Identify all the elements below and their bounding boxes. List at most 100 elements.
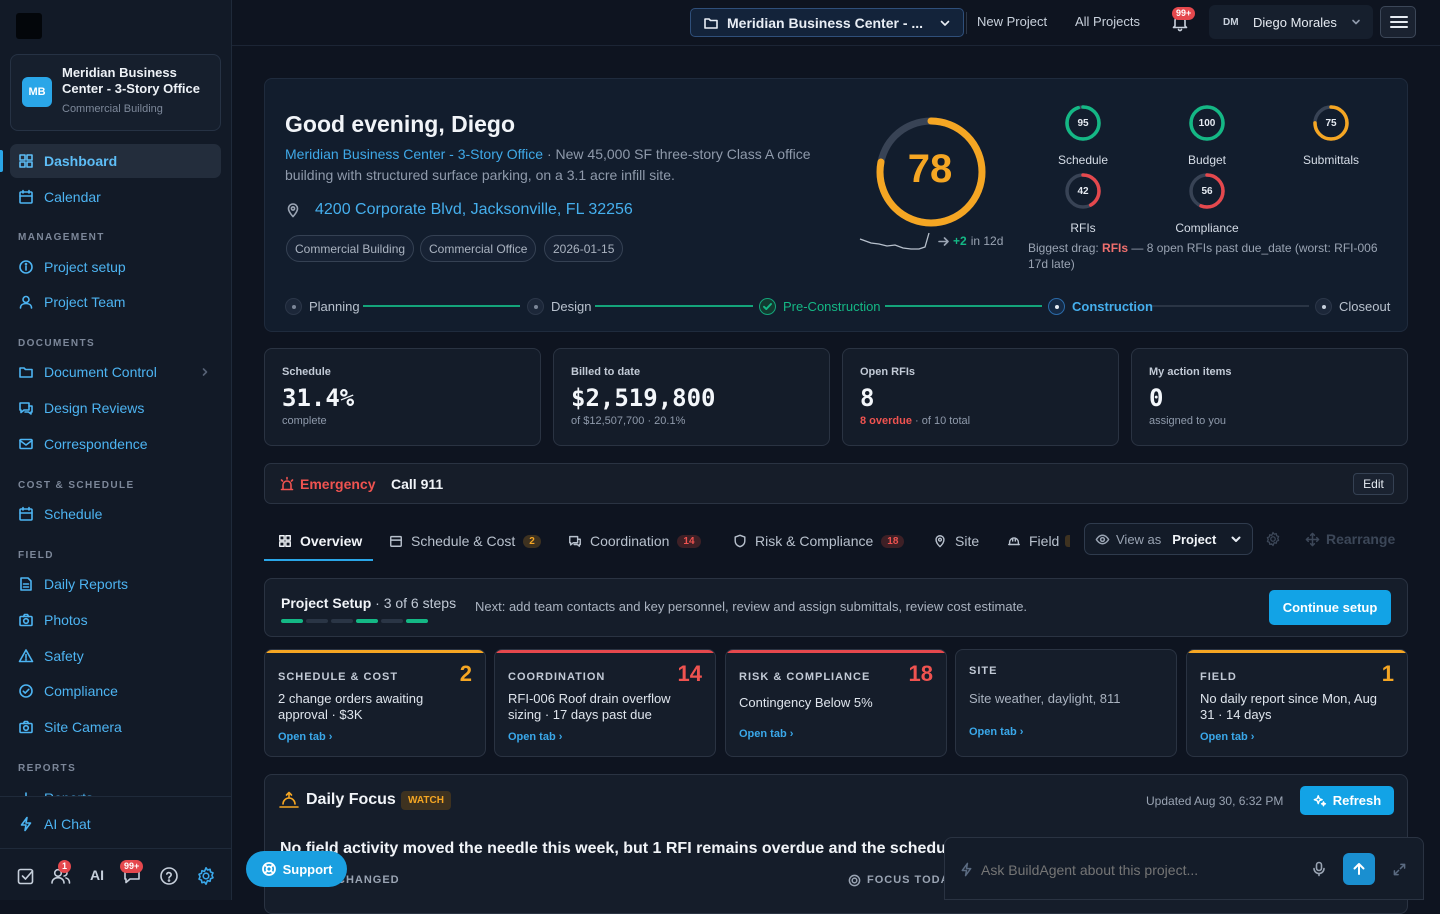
sidebar-item-document-control[interactable]: Document Control: [10, 355, 221, 389]
focus-today-heading: FOCUS TODAY: [867, 874, 957, 886]
ai-button[interactable]: AI: [90, 867, 104, 883]
card-text: No daily report since Mon, Aug 31 · 14 d…: [1200, 691, 1378, 722]
sidebar-item-label: Design Reviews: [44, 400, 145, 416]
bolt-icon: [961, 862, 972, 877]
section-reports: REPORTS: [18, 763, 77, 774]
stat-billed[interactable]: Billed to date $2,519,800 of $12,507,700…: [553, 348, 830, 446]
continue-setup-button[interactable]: Continue setup: [1269, 590, 1391, 625]
sidebar-item-daily-reports[interactable]: Daily Reports: [10, 567, 221, 601]
sidebar-item-compliance[interactable]: Compliance: [10, 674, 221, 708]
drag-item[interactable]: RFIs: [1102, 241, 1129, 255]
card-risk-compliance[interactable]: RISK & COMPLIANCE 18 Contingency Below 5…: [725, 649, 947, 757]
tab-label: Risk & Compliance: [755, 533, 874, 549]
ask-input[interactable]: [981, 859, 1301, 881]
user-menu[interactable]: DM Diego Morales: [1209, 5, 1373, 39]
chevron-down-icon: [1352, 19, 1360, 25]
stat-schedule[interactable]: Schedule 31.4% complete: [264, 348, 541, 446]
app-logo[interactable]: [16, 13, 42, 39]
sidebar-item-schedule[interactable]: Schedule: [10, 497, 221, 531]
messages-badge: 99+: [120, 860, 144, 873]
metric-schedule[interactable]: 95 Schedule: [1023, 103, 1143, 167]
sidebar-item-project-setup[interactable]: Project setup: [10, 250, 221, 284]
report-icon: [20, 577, 32, 591]
tab-coordination[interactable]: Coordination 14: [568, 522, 701, 560]
open-tab-link[interactable]: Open tab ›: [1200, 731, 1255, 743]
map-pin-icon: [935, 535, 945, 548]
metric-budget[interactable]: 100 Budget: [1147, 103, 1267, 167]
expand-icon[interactable]: [1393, 863, 1406, 876]
settings-button[interactable]: [196, 866, 216, 886]
project-selector[interactable]: Meridian Business Center - ...: [690, 8, 964, 37]
bolt-icon: [20, 816, 32, 832]
open-tab-link[interactable]: Open tab ›: [508, 731, 563, 743]
all-projects-link[interactable]: All Projects: [1075, 14, 1141, 29]
phase-dot: [1315, 298, 1332, 315]
tasks-button[interactable]: [16, 866, 36, 886]
phase-planning[interactable]: Planning: [285, 298, 360, 315]
tab-risk-compliance[interactable]: Risk & Compliance 18: [733, 522, 905, 560]
stat-open-rfis[interactable]: Open RFIs 8 8 overdue · of 10 total: [842, 348, 1119, 446]
score-sparkline: [859, 232, 930, 250]
card-title: SCHEDULE & COST: [278, 671, 399, 683]
sidebar-item-dashboard[interactable]: Dashboard: [10, 144, 221, 178]
open-tab-link[interactable]: Open tab ›: [969, 726, 1024, 738]
microphone-icon[interactable]: [1312, 861, 1326, 877]
sidebar-item-ai-chat[interactable]: AI Chat: [10, 807, 221, 841]
rearrange-button[interactable]: Rearrange: [1305, 531, 1395, 547]
project-card[interactable]: MB Meridian Business Center - 3-Story Of…: [10, 54, 221, 131]
tab-overview[interactable]: Overview: [278, 522, 362, 560]
phase-closeout[interactable]: Closeout: [1315, 298, 1390, 315]
stat-label: Schedule: [282, 366, 331, 378]
metric-compliance[interactable]: 56 Compliance: [1147, 171, 1267, 235]
card-text: Contingency Below 5%: [739, 695, 873, 710]
gear-icon: [1266, 531, 1280, 547]
tab-schedule-cost[interactable]: Schedule & Cost 2: [389, 522, 541, 560]
sidebar-item-photos[interactable]: Photos: [10, 603, 221, 637]
menu-button[interactable]: [1380, 6, 1416, 38]
target-icon: [848, 874, 861, 887]
phase-design[interactable]: Design: [527, 298, 591, 315]
tab-site[interactable]: Site: [933, 522, 979, 560]
stat-action-items[interactable]: My action items 0 assigned to you: [1131, 348, 1408, 446]
card-site[interactable]: SITE Site weather, daylight, 811 Open ta…: [955, 649, 1177, 757]
view-as-select[interactable]: View as Project: [1084, 523, 1253, 555]
emergency-label: Emergency: [300, 476, 376, 492]
card-title: FIELD: [1200, 671, 1237, 683]
open-tab-link[interactable]: Open tab ›: [278, 731, 333, 743]
card-schedule-cost[interactable]: SCHEDULE & COST 2 2 change orders awaiti…: [264, 649, 486, 757]
phase-label: Design: [551, 299, 592, 314]
metric-rfis[interactable]: 42 RFIs: [1023, 171, 1143, 235]
sidebar-item-safety[interactable]: Safety: [10, 639, 221, 673]
emergency-number[interactable]: Call 911: [391, 476, 444, 492]
project-address[interactable]: 4200 Corporate Blvd, Jacksonville, FL 32…: [285, 201, 633, 219]
sidebar-item-design-reviews[interactable]: Design Reviews: [10, 391, 221, 425]
sidebar-item-calendar[interactable]: Calendar: [10, 180, 221, 214]
edit-button[interactable]: Edit: [1353, 473, 1394, 495]
tab-field[interactable]: Field: [1007, 522, 1071, 560]
card-coordination[interactable]: COORDINATION 14 RFI-006 Roof drain overf…: [494, 649, 716, 757]
chevron-right-icon: [202, 368, 208, 376]
project-link[interactable]: Meridian Business Center - 3-Story Offic…: [285, 146, 544, 162]
help-button[interactable]: [159, 866, 179, 886]
new-project-link[interactable]: New Project: [977, 14, 1048, 29]
sidebar-item-project-team[interactable]: Project Team: [10, 285, 221, 319]
messages-button[interactable]: 99+: [120, 860, 144, 886]
sidebar-item-site-camera[interactable]: Site Camera: [10, 710, 221, 744]
tab-settings-button[interactable]: [1265, 531, 1281, 547]
card-accent: [1187, 650, 1407, 653]
card-field[interactable]: FIELD 1 No daily report since Mon, Aug 3…: [1186, 649, 1408, 757]
notifications-button[interactable]: 99+: [1170, 7, 1196, 32]
phase-pre-construction[interactable]: Pre-Construction: [759, 298, 881, 315]
metric-submittals[interactable]: 75 Submittals: [1271, 103, 1391, 167]
stat-sub: of $12,507,700 · 20.1%: [571, 415, 686, 427]
refresh-button[interactable]: Refresh: [1300, 786, 1394, 815]
active-tab-indicator: [264, 559, 373, 561]
support-button[interactable]: Support: [246, 851, 347, 887]
send-button[interactable]: [1343, 853, 1375, 885]
people-button[interactable]: 1: [50, 860, 72, 886]
sidebar-item-correspondence[interactable]: Correspondence: [10, 427, 221, 461]
phase-construction[interactable]: Construction: [1048, 298, 1153, 315]
refresh-label: Refresh: [1332, 793, 1382, 808]
view-as-label: View as: [1116, 531, 1162, 547]
open-tab-link[interactable]: Open tab ›: [739, 728, 794, 740]
